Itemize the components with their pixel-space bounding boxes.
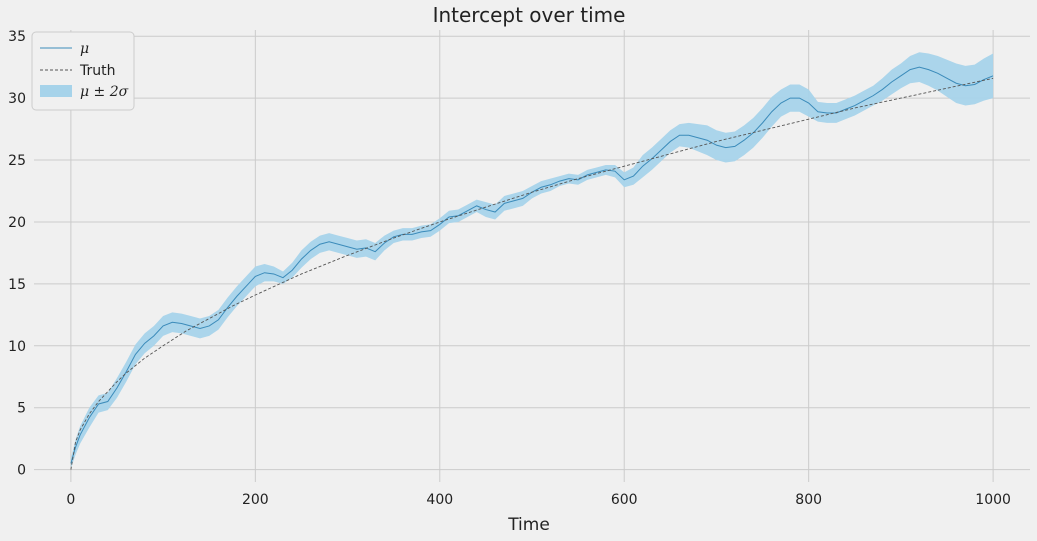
grid-lines [34,30,1030,482]
y-tick-label: 15 [8,277,26,293]
x-tick-label: 1000 [975,492,1011,508]
y-tick-labels: 0 5 10 15 20 25 30 35 [8,29,26,478]
y-tick-label: 10 [8,339,26,355]
y-tick-label: 35 [8,29,26,45]
legend-band-label: μ ± 2σ [80,84,129,100]
legend-mean-label: μ [80,41,89,57]
x-tick-label: 600 [611,492,638,508]
y-tick-label: 25 [8,153,26,169]
legend: μ Truth μ ± 2σ [31,31,135,111]
x-tick-label: 400 [426,492,453,508]
chart-title: Intercept over time [433,3,626,27]
y-tick-label: 30 [8,91,26,107]
legend-band-swatch [40,85,72,97]
y-tick-label: 0 [17,463,26,479]
y-tick-label: 20 [8,215,26,231]
x-tick-label: 200 [242,492,269,508]
x-axis-label: Time [507,515,550,535]
x-tick-label: 800 [795,492,822,508]
legend-truth-label: Truth [79,63,116,79]
x-tick-label: 0 [66,492,75,508]
x-tick-labels: 0 200 400 600 800 1000 [66,492,1011,508]
series-line-layer [70,66,994,470]
truth-line [70,77,994,470]
y-tick-label: 5 [17,401,26,417]
